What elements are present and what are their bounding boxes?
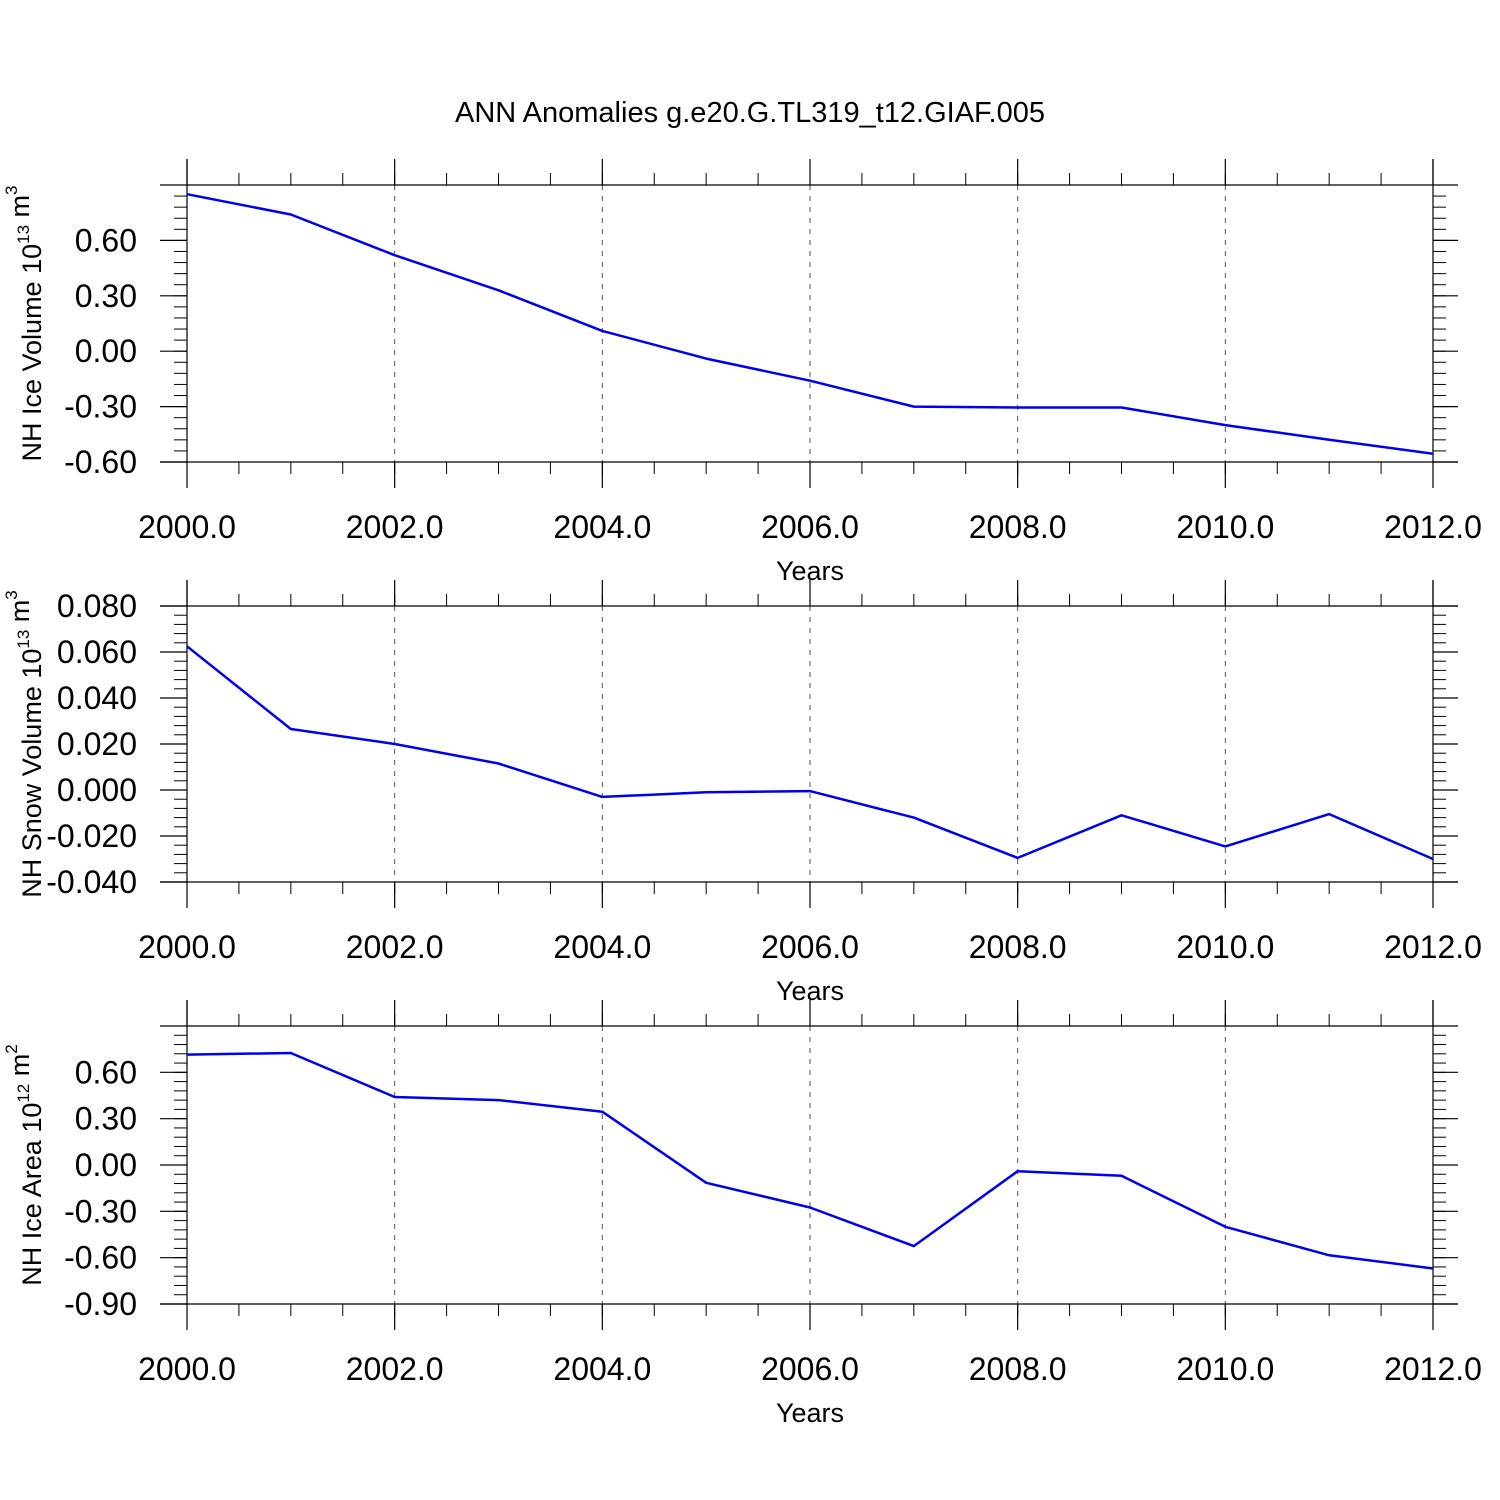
panel-1: -0.60 -0.30 0.00 0.30 0.60 2000.0 2002.0 2004.0… <box>2 159 1482 586</box>
x-tick-label: 2008.0 <box>969 929 1067 965</box>
y-axis-title-superscript: 12 <box>14 1084 33 1103</box>
y-tick-label: 0.00 <box>75 333 137 369</box>
x-tick-label: 2008.0 <box>969 509 1067 545</box>
y-tick-label: 0.30 <box>75 278 137 314</box>
x-tick-label: 2002.0 <box>346 1351 444 1387</box>
panels: -0.60 -0.30 0.00 0.30 0.60 2000.0 2002.0 2004.0… <box>2 159 1482 1428</box>
y-axis-title: NH Snow Volume 1013 m3 <box>2 590 47 898</box>
x-tick-label: 2004.0 <box>553 509 651 545</box>
x-axis-title: Years <box>776 1398 844 1428</box>
y-tick-label: -0.30 <box>64 389 137 425</box>
x-tick-label: 2012.0 <box>1384 1351 1482 1387</box>
x-tick-label: 2004.0 <box>553 929 651 965</box>
series-line <box>186 192 1434 455</box>
x-tick-label: 2010.0 <box>1176 929 1274 965</box>
x-tick-label: 2010.0 <box>1176 1351 1274 1387</box>
y-axis-title-part: NH Snow Volume 10 <box>17 649 47 898</box>
y-axis-title-part: NH Ice Volume 10 <box>17 244 47 462</box>
panel-3: -0.90 -0.60 -0.30 0.00 0.30 0.60 2000.0 2002.0 2… <box>2 1000 1482 1428</box>
x-tick-label: 2006.0 <box>761 509 859 545</box>
y-tick-label: -0.30 <box>64 1193 137 1229</box>
x-tick-label: 2000.0 <box>138 1351 236 1387</box>
x-tick-label: 2006.0 <box>761 929 859 965</box>
y-axis-title-part: m <box>5 600 35 630</box>
series-line <box>186 645 1434 861</box>
y-tick-label: 0.040 <box>57 680 137 716</box>
x-tick-label: 2012.0 <box>1384 509 1482 545</box>
panel-2: -0.040 -0.020 0.000 0.020 0.040 0.060 0.080 200… <box>2 580 1482 1006</box>
y-tick-label: 0.60 <box>75 222 137 258</box>
y-tick-label: -0.020 <box>46 818 137 854</box>
y-axis-title: NH Ice Volume 1013 m3 <box>2 186 47 462</box>
figure-title: ANN Anomalies g.e20.G.TL319_t12.GIAF.005 <box>455 97 1045 129</box>
x-tick-label: 2008.0 <box>969 1351 1067 1387</box>
y-axis-title-superscript: 3 <box>2 186 21 195</box>
x-tick-label: 2002.0 <box>346 509 444 545</box>
x-tick-label: 2010.0 <box>1176 509 1274 545</box>
y-tick-label: 0.00 <box>75 1147 137 1183</box>
y-axis-title-part: NH Ice Area 10 <box>17 1103 47 1286</box>
y-tick-label: 0.60 <box>75 1054 137 1090</box>
y-axis-title: NH Ice Area 1012 m2 <box>2 1044 47 1285</box>
x-tick-label: 2002.0 <box>346 929 444 965</box>
y-axis-title-superscript: 2 <box>2 1044 21 1053</box>
y-axis-title-part: m <box>5 195 35 225</box>
y-axis-title-part: m <box>5 1054 35 1084</box>
y-tick-label: 0.30 <box>75 1101 137 1137</box>
x-tick-label: 2012.0 <box>1384 929 1482 965</box>
y-tick-label: 0.000 <box>57 772 137 808</box>
y-tick-label: 0.020 <box>57 726 137 762</box>
y-axis-title-superscript: 3 <box>2 590 21 599</box>
y-tick-label: 0.080 <box>57 588 137 624</box>
x-tick-label: 2006.0 <box>761 1351 859 1387</box>
y-axis-title-superscript: 13 <box>14 630 33 649</box>
y-tick-label: 0.060 <box>57 634 137 670</box>
x-tick-label: 2000.0 <box>138 929 236 965</box>
y-tick-label: -0.90 <box>64 1286 137 1322</box>
y-tick-label: -0.60 <box>64 1240 137 1276</box>
series-line <box>186 1051 1434 1270</box>
y-axis-title-superscript: 13 <box>14 225 33 244</box>
x-tick-label: 2000.0 <box>138 509 236 545</box>
y-tick-label: -0.040 <box>46 864 137 900</box>
y-tick-label: -0.60 <box>64 444 137 480</box>
x-tick-label: 2004.0 <box>553 1351 651 1387</box>
